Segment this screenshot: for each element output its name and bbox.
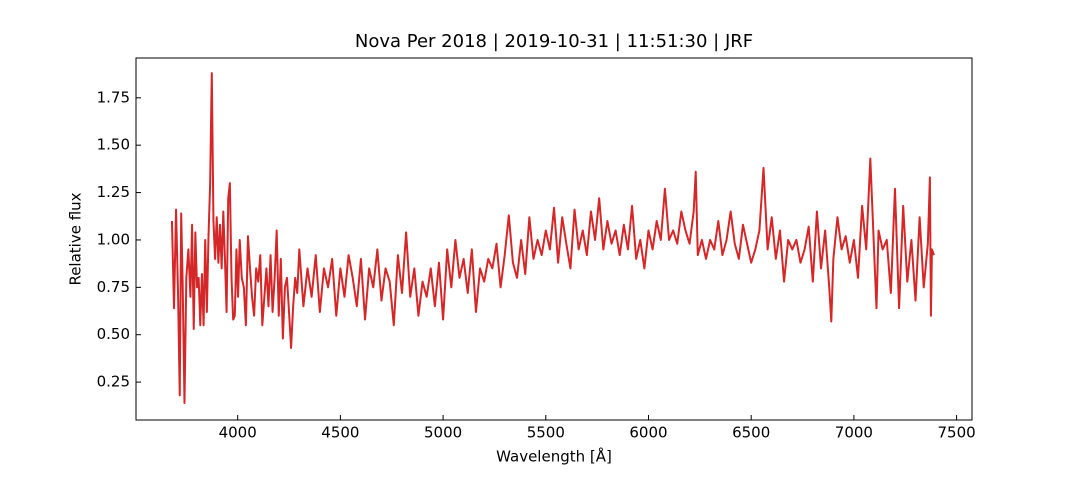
y-tick-label: 1.25	[97, 183, 130, 201]
x-tick-label: 7500	[938, 424, 976, 442]
y-tick-label: 1.50	[97, 136, 130, 154]
y-tick-label: 1.00	[97, 230, 130, 248]
x-tick-label: 5500	[527, 424, 565, 442]
x-tick-label: 7000	[835, 424, 873, 442]
chart-title: Nova Per 2018 | 2019-10-31 | 11:51:30 | …	[355, 31, 753, 52]
data-line	[170, 72, 935, 404]
y-tick-label: 1.75	[97, 88, 130, 106]
y-axis-label: Relative flux	[67, 192, 85, 285]
x-tick-label: 6000	[629, 424, 667, 442]
y-tick-label: 0.50	[97, 325, 130, 343]
y-tick-label: 0.75	[97, 278, 130, 296]
x-axis-label: Wavelength [Å]	[496, 447, 612, 466]
x-tick-label: 4000	[219, 424, 257, 442]
plot-frame	[135, 57, 973, 421]
y-tick-label: 0.25	[97, 373, 130, 391]
x-tick-label: 4500	[321, 424, 359, 442]
x-tick-label: 6500	[732, 424, 770, 442]
x-tick-label: 5000	[424, 424, 462, 442]
